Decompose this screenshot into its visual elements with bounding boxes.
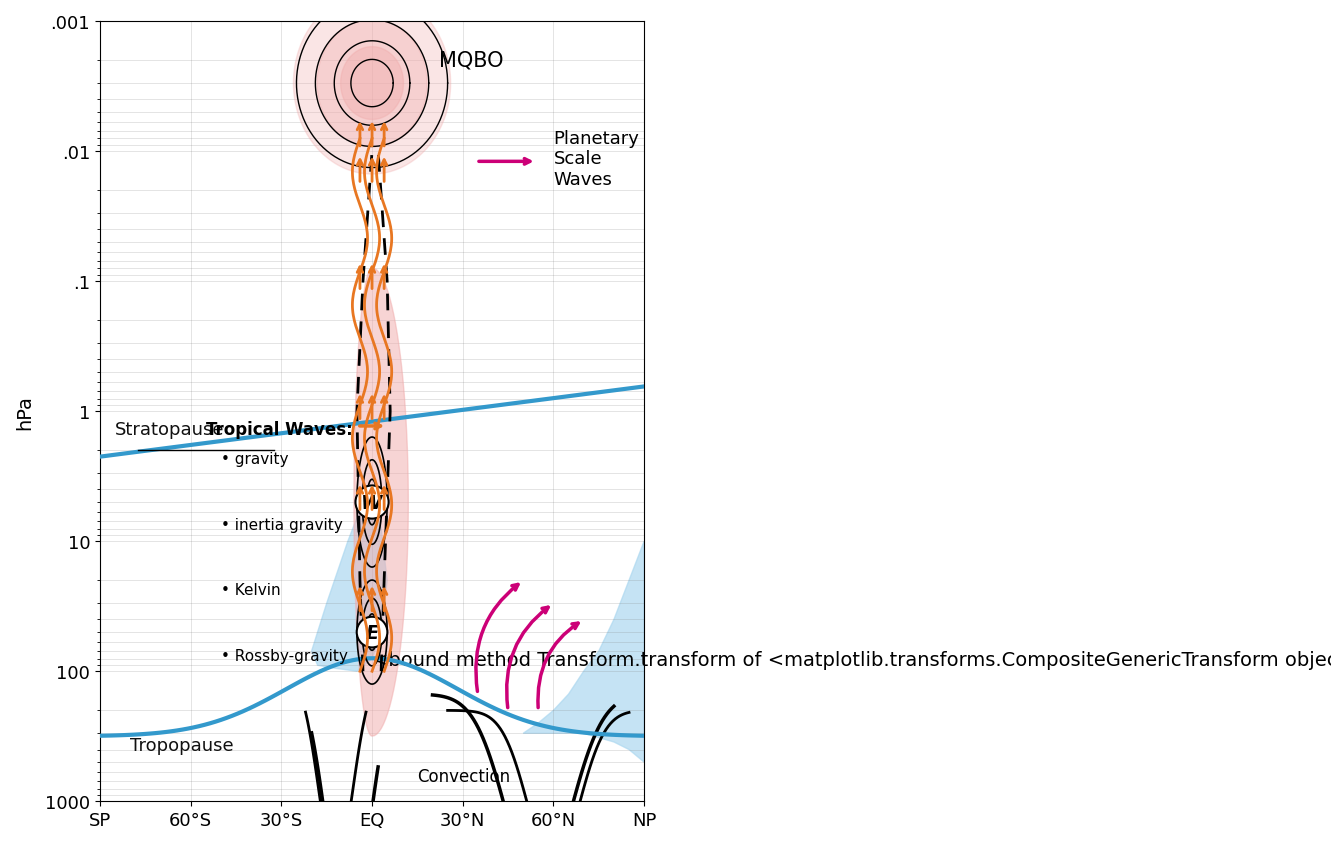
Text: • Kelvin: • Kelvin — [221, 582, 281, 598]
Text: MQBO: MQBO — [438, 51, 503, 70]
Polygon shape — [311, 490, 387, 672]
Text: Convection: Convection — [417, 767, 510, 785]
Polygon shape — [317, 20, 426, 148]
Text: Tropopause: Tropopause — [130, 736, 234, 754]
Text: Planetary
Scale
Waves: Planetary Scale Waves — [552, 129, 639, 189]
Text: • Rossby-gravity: • Rossby-gravity — [221, 648, 347, 663]
Polygon shape — [293, 0, 450, 175]
Text: Stratopause: Stratopause — [114, 420, 225, 439]
Polygon shape — [341, 47, 403, 121]
Y-axis label: hPa: hPa — [15, 394, 35, 429]
Text: E: E — [365, 623, 378, 641]
Text: • inertia gravity: • inertia gravity — [221, 517, 342, 532]
Text: Tropical Waves:: Tropical Waves: — [205, 420, 353, 439]
Text: W: W — [361, 493, 382, 512]
Text: • gravity: • gravity — [221, 452, 289, 467]
Text: <bound method Transform.transform of <matplotlib.transforms.CompositeGenericTran: <bound method Transform.transform of <ma… — [371, 651, 1331, 669]
Polygon shape — [354, 268, 407, 736]
Polygon shape — [523, 542, 643, 762]
